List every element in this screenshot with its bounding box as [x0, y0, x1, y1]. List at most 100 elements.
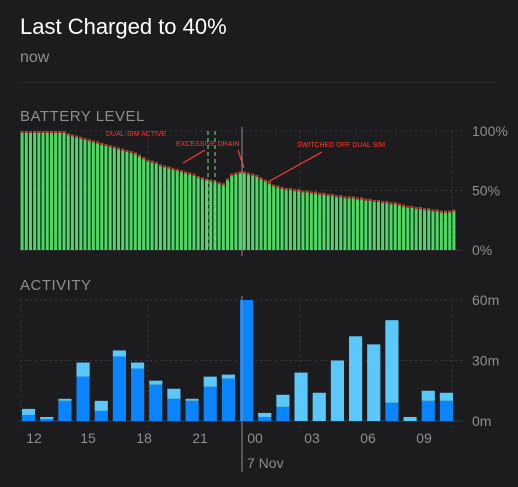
- battery-bar-cap: [41, 131, 45, 133]
- activity-y-tick: 0m: [472, 413, 491, 429]
- battery-bar: [96, 141, 100, 250]
- battery-bar: [209, 179, 213, 250]
- activity-label: ACTIVITY: [20, 277, 92, 294]
- battery-bar-cap: [318, 192, 322, 195]
- activity-bar-screen-on: [258, 416, 272, 421]
- battery-bar-cap: [129, 151, 133, 154]
- battery-bar: [75, 135, 79, 250]
- battery-bar-cap: [368, 198, 372, 201]
- battery-bar: [167, 166, 171, 250]
- battery-bar: [444, 210, 448, 250]
- battery-bar-cap: [263, 179, 267, 182]
- battery-bar-cap: [397, 203, 401, 206]
- battery-bar: [70, 134, 74, 250]
- battery-bar: [402, 204, 406, 250]
- battery-bar-cap: [418, 207, 422, 210]
- battery-bar: [393, 202, 397, 250]
- battery-bar: [351, 196, 355, 250]
- activity-bar-screen-off: [385, 320, 399, 403]
- battery-bar-cap: [96, 141, 100, 144]
- battery-bar: [255, 175, 259, 250]
- activity-bar-screen-off: [221, 374, 235, 379]
- battery-bar-cap: [230, 173, 234, 176]
- arrow-switched-off: [267, 151, 323, 183]
- battery-bar: [339, 195, 343, 250]
- battery-y-tick: 100%: [472, 123, 508, 139]
- battery-bar: [221, 183, 225, 250]
- battery-bar-cap: [267, 182, 271, 185]
- battery-bar-cap: [121, 148, 125, 151]
- battery-bar-cap: [355, 197, 359, 200]
- battery-bar-cap: [196, 176, 200, 179]
- battery-bar: [179, 170, 183, 250]
- battery-bar-cap: [351, 196, 355, 199]
- activity-bar-screen-on: [22, 414, 36, 421]
- battery-bar: [66, 133, 70, 250]
- battery-bar-cap: [238, 171, 242, 174]
- battery-bar: [318, 192, 322, 250]
- battery-bar-cap: [309, 191, 313, 194]
- battery-bar: [259, 177, 263, 250]
- battery-bar: [251, 173, 255, 250]
- battery-bar: [335, 195, 339, 250]
- battery-bar-cap: [305, 190, 309, 193]
- battery-bar-cap: [246, 172, 250, 175]
- battery-bar: [326, 194, 330, 250]
- activity-bar-screen-on: [203, 386, 217, 421]
- battery-bar: [452, 209, 456, 250]
- battery-bar-cap: [448, 210, 452, 213]
- battery-bar: [305, 190, 309, 250]
- battery-bar: [314, 191, 318, 250]
- battery-bar-cap: [439, 210, 443, 213]
- battery-bar-cap: [133, 152, 137, 155]
- battery-bar: [28, 131, 32, 250]
- battery-bar: [154, 161, 158, 250]
- battery-bar: [54, 131, 58, 250]
- battery-bar-cap: [452, 209, 456, 212]
- battery-bar-cap: [389, 202, 393, 205]
- battery-bar: [49, 131, 53, 250]
- battery-bar: [276, 185, 280, 250]
- battery-bar-cap: [372, 200, 376, 203]
- battery-bar-cap: [24, 131, 28, 133]
- battery-bar-cap: [343, 196, 347, 199]
- battery-bar-cap: [192, 173, 196, 176]
- x-tick-label: 06: [360, 430, 376, 446]
- battery-bar: [360, 197, 364, 250]
- x-tick-label: 00: [247, 430, 263, 446]
- battery-bar: [330, 194, 334, 250]
- activity-bar-screen-off: [94, 400, 108, 411]
- battery-bar-cap: [435, 209, 439, 212]
- battery-bar-cap: [234, 172, 238, 175]
- activity-chart[interactable]: 60m 30m 0m: [20, 292, 499, 429]
- battery-bar-cap: [301, 190, 305, 193]
- battery-bar-cap: [142, 157, 146, 160]
- battery-bar-cap: [167, 166, 171, 169]
- battery-bar: [423, 208, 427, 250]
- activity-bar-screen-off: [421, 390, 435, 401]
- x-tick-label: 03: [304, 430, 320, 446]
- battery-bar-cap: [75, 135, 79, 138]
- battery-bar: [137, 154, 141, 250]
- battery-bar-cap: [288, 188, 292, 191]
- battery-bar-cap: [200, 177, 204, 180]
- battery-bar: [230, 173, 234, 250]
- battery-bar-cap: [163, 165, 167, 168]
- annotation-excessive-drain: EXCESSIVE DRAIN: [176, 141, 239, 148]
- battery-level-chart[interactable]: 100% 50% 0% DUAL-SIM ACTIVE EXCESSIVE DRAIN S…: [20, 123, 508, 258]
- activity-bar-screen-off: [294, 372, 308, 421]
- battery-bar: [372, 200, 376, 250]
- activity-bar-screen-off: [112, 350, 126, 357]
- battery-bar-cap: [146, 159, 150, 162]
- activity-bar-screen-on: [385, 402, 399, 421]
- battery-level-label: BATTERY LEVEL: [20, 108, 145, 125]
- battery-bar: [301, 190, 305, 250]
- battery-bar-cap: [87, 139, 91, 142]
- battery-bar-cap: [280, 186, 284, 189]
- battery-bar: [91, 140, 95, 250]
- last-charged-title: Last Charged to 40%: [20, 14, 227, 39]
- battery-bar-cap: [330, 194, 334, 197]
- date-label: 7 Nov: [247, 455, 284, 471]
